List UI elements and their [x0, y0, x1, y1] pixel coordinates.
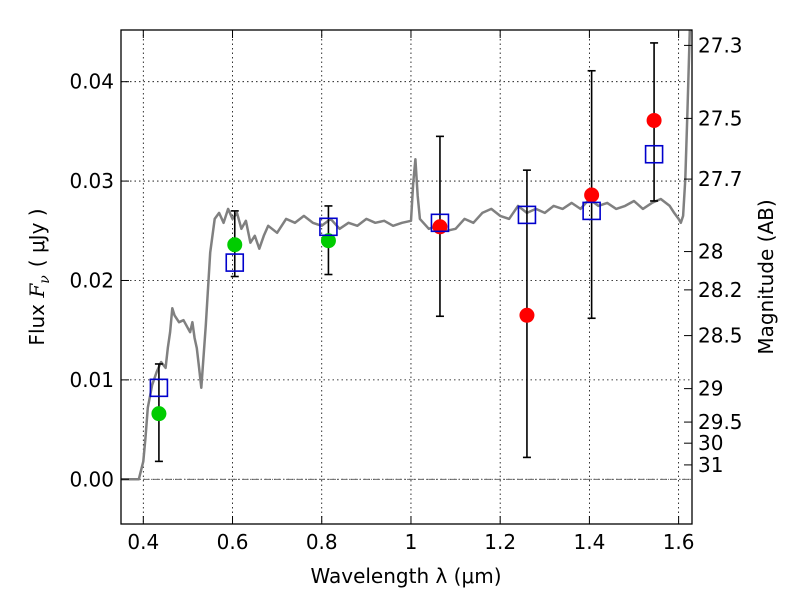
x-tick-label: 0.4 [127, 530, 159, 554]
y-axis-label: Flux Fν ( μJy ) [25, 208, 53, 345]
y-axis-label-symbol: F [25, 283, 49, 299]
x-tick-label: 1.4 [573, 530, 605, 554]
x-tick-label: 1 [405, 530, 418, 554]
x-axis-label: Wavelength λ (μm) [310, 564, 501, 588]
y-tick-label: 0.00 [69, 467, 114, 491]
grid [121, 30, 692, 524]
y-axis-label-subscript: ν [37, 275, 53, 284]
mag-tick-label: 27.5 [698, 106, 743, 130]
plot-frame [120, 29, 693, 525]
x-tick-label: 0.8 [306, 530, 338, 554]
model-points [149, 144, 664, 398]
model-square [430, 213, 450, 233]
y-tick-label: 0.03 [69, 169, 114, 193]
y-axis-label-units: ( μJy ) [25, 208, 49, 267]
mag-tick-label: 31 [698, 453, 723, 477]
mag-tick-label: 27.3 [698, 33, 743, 57]
model-square [225, 253, 245, 272]
optical-point [151, 406, 167, 422]
mag-tick-label: 28.5 [698, 324, 743, 348]
x-tick-label: 1.6 [663, 530, 695, 554]
mag-tick-label: 28 [698, 240, 723, 264]
y-tick-label: 0.01 [69, 368, 114, 392]
model-square [582, 201, 601, 221]
model-square [644, 144, 664, 164]
y-tick-label: 0.02 [69, 268, 114, 292]
x-tick-label: 1.2 [484, 530, 516, 554]
optical-point [320, 233, 336, 249]
infrared-point [646, 112, 662, 128]
mag-tick-label: 29 [698, 377, 723, 401]
mag-tick-label: 27.7 [698, 167, 743, 191]
mag-tick-label: 29.5 [698, 410, 743, 434]
infrared-point [519, 307, 535, 323]
y-axis-label-prefix: Flux [25, 298, 49, 346]
template-spectrum [121, 30, 692, 481]
mag-tick-label: 28.2 [698, 278, 743, 302]
infrared-point [584, 187, 600, 203]
y2-axis-label: Magnitude (AB) [754, 199, 778, 354]
x-tick-label: 0.6 [217, 530, 249, 554]
model-square [319, 217, 338, 237]
template-spectrum-line [121, 30, 692, 481]
mag-tick-label: 30 [698, 431, 723, 455]
model-square [149, 378, 169, 398]
y-tick-label: 0.04 [69, 70, 114, 94]
optical-point [227, 237, 243, 253]
model-square [517, 205, 537, 225]
ticks: 0.4 0.6 0.8 1 1.2 1.4 1.6 0.00 0.01 0.02 0.03 0.04 2… [69, 30, 743, 554]
